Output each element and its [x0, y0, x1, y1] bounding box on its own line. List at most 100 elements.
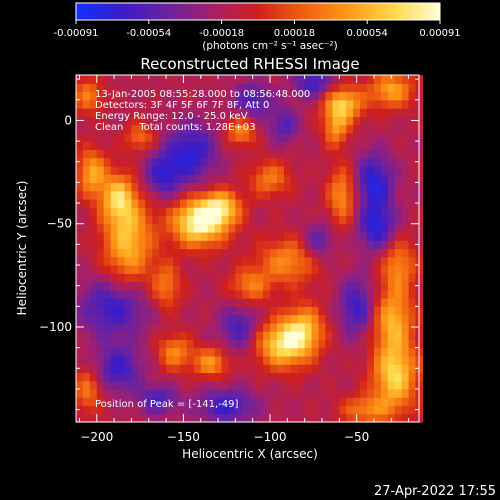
heatmap-cell — [263, 223, 271, 233]
heatmap-cell — [200, 397, 209, 407]
heatmap-cell — [380, 364, 389, 374]
heatmap-cell — [124, 149, 133, 159]
heatmap-cell — [304, 355, 313, 365]
heatmap-cell — [96, 91, 105, 101]
heatmap-cell — [179, 190, 188, 200]
heatmap-cell — [353, 240, 361, 250]
heatmap-cell — [173, 331, 181, 340]
heatmap-cell — [228, 231, 236, 241]
heatmap-cell — [401, 141, 410, 150]
heatmap-cell — [138, 322, 146, 332]
heatmap-cell — [186, 347, 195, 357]
heatmap-cell — [283, 149, 292, 159]
heatmap-cell — [242, 240, 250, 250]
heatmap-cell — [228, 273, 236, 283]
heatmap-cell — [401, 231, 410, 241]
heatmap-cell — [117, 273, 126, 283]
heatmap-cell — [76, 165, 84, 175]
heatmap-cell — [408, 405, 417, 415]
heatmap-cell — [76, 397, 84, 407]
heatmap-cell — [235, 215, 243, 225]
heatmap-cell — [256, 248, 264, 258]
heatmap-cell — [159, 108, 167, 117]
heatmap-cell — [110, 190, 119, 200]
heatmap-cell — [179, 165, 188, 175]
heatmap-cell — [367, 83, 375, 93]
heatmap-cell — [394, 355, 403, 365]
heatmap-cell — [276, 331, 285, 340]
heatmap-cell — [387, 132, 396, 142]
heatmap-cell — [346, 322, 354, 332]
heatmap-cell — [96, 364, 105, 374]
heatmap-cell — [311, 165, 320, 175]
heatmap-cell — [325, 75, 333, 84]
heatmap-cell — [200, 240, 209, 250]
heatmap-cell — [353, 116, 361, 126]
heatmap-cell — [311, 331, 320, 340]
heatmap-cell — [270, 132, 278, 142]
heatmap-cell — [408, 207, 417, 217]
heatmap-cell — [145, 405, 153, 415]
heatmap-cell — [256, 256, 264, 266]
heatmap-cell — [235, 207, 243, 217]
heatmap-cell — [96, 265, 105, 274]
heatmap-cell — [242, 190, 250, 200]
heatmap-cell — [89, 355, 98, 365]
heatmap-cell — [270, 124, 278, 134]
heatmap-cell — [249, 388, 257, 398]
heatmap-cell — [173, 372, 181, 382]
heatmap-cell — [186, 405, 195, 415]
heatmap-cell — [221, 83, 230, 93]
heatmap-cell — [110, 240, 119, 250]
heatmap-cell — [186, 149, 195, 159]
heatmap-cell — [380, 397, 389, 407]
heatmap-cell — [179, 223, 188, 233]
heatmap-cell — [96, 281, 105, 291]
heatmap-cell — [311, 75, 320, 84]
heatmap-cell — [297, 157, 306, 167]
heatmap-cell — [408, 364, 417, 374]
heatmap-cell — [311, 215, 320, 225]
heatmap-cell — [138, 339, 146, 349]
heatmap-cell — [332, 413, 340, 423]
heatmap-cell — [173, 223, 181, 233]
heatmap-cell — [89, 273, 98, 283]
heatmap-cell — [380, 322, 389, 332]
heatmap-cell — [138, 91, 146, 101]
heatmap-cell — [297, 75, 306, 84]
heatmap-cell — [242, 364, 250, 374]
heatmap-cell — [76, 388, 84, 398]
heatmap-cell — [221, 388, 230, 398]
heatmap-cell — [304, 314, 313, 324]
heatmap-cell — [131, 380, 139, 390]
heatmap-cell — [325, 223, 333, 233]
heatmap-cell — [339, 265, 347, 274]
heatmap-cell — [138, 165, 146, 175]
heatmap-cell — [318, 273, 327, 283]
heatmap-cell — [145, 306, 153, 316]
heatmap-cell — [214, 364, 223, 374]
heatmap-cell — [325, 380, 333, 390]
heatmap-cell — [214, 240, 223, 250]
heatmap-cell — [311, 91, 320, 101]
heatmap-cell — [263, 157, 271, 167]
heatmap-cell — [360, 256, 368, 266]
heatmap-cell — [193, 223, 202, 233]
heatmap-cell — [76, 314, 84, 324]
heatmap-cell — [207, 405, 216, 415]
heatmap-cell — [401, 347, 410, 357]
heatmap-cell — [221, 248, 230, 258]
heatmap-cell — [89, 231, 98, 241]
heatmap-cell — [332, 240, 340, 250]
heatmap-cell — [166, 83, 174, 93]
heatmap-cell — [193, 99, 202, 109]
heatmap-cell — [325, 157, 333, 167]
heatmap-cell — [380, 405, 389, 415]
heatmap-cell — [311, 108, 320, 117]
heatmap-cell — [131, 256, 139, 266]
heatmap-cell — [387, 99, 396, 109]
heatmap-cell — [346, 149, 354, 159]
heatmap-cell — [124, 182, 133, 192]
heatmap-cell — [380, 240, 389, 250]
heatmap-cell — [207, 83, 216, 93]
